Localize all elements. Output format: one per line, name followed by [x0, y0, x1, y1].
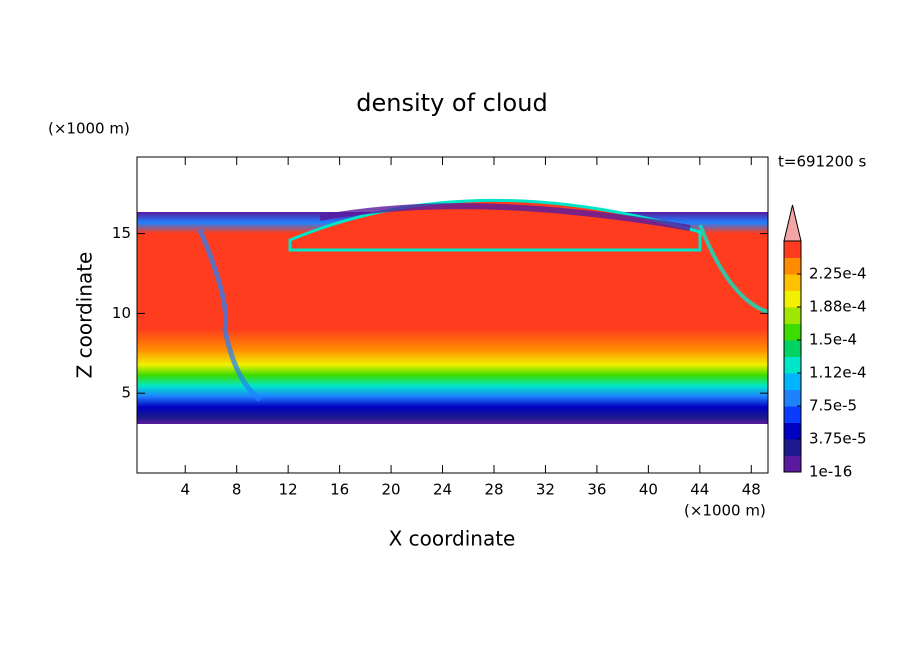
chart-title: density of cloud: [356, 89, 547, 117]
plot-frame: [136, 156, 769, 474]
colorbar-tick-label: 2.25e-4: [809, 265, 867, 283]
colorbar-band: [784, 257, 801, 275]
y-tick-label: 5: [121, 384, 131, 402]
x-tick-label: 28: [484, 481, 503, 499]
colorbar-band: [784, 290, 801, 308]
x-tick-label: 48: [742, 481, 761, 499]
colorbar-band: [784, 323, 801, 341]
field-plume-right: [698, 224, 769, 314]
y-unit: (×1000 m): [48, 120, 130, 138]
x-unit: (×1000 m): [684, 502, 766, 520]
colorbar-band: [784, 406, 801, 423]
time-annotation: t=691200 s: [778, 153, 866, 171]
colorbar-extend: [783, 204, 802, 242]
colorbar-tick-label: 1.12e-4: [809, 364, 867, 382]
x-tick-label: 16: [330, 481, 349, 499]
x-tick-label: 8: [232, 481, 242, 499]
colorbar-band: [784, 307, 801, 324]
y-tick-label: 10: [112, 304, 131, 322]
colorbar-band: [784, 389, 801, 407]
x-tick-label: 40: [639, 481, 658, 499]
colorbar-band: [784, 455, 801, 473]
x-tick-label: 32: [536, 481, 555, 499]
colorbar-band: [784, 241, 801, 258]
colorbar-tick-label: 1.88e-4: [809, 298, 867, 316]
field: [137, 198, 769, 424]
colorbar-tick-label: 7.5e-5: [809, 397, 857, 415]
x-tick-label: 36: [587, 481, 606, 499]
x-tick-label: 20: [382, 481, 401, 499]
x-tick-label: 24: [433, 481, 452, 499]
colorbar-band: [784, 439, 801, 456]
y-axis-label: Z coordinate: [73, 252, 97, 379]
colorbar-band: [784, 356, 801, 374]
colorbar-tick-label: 1.5e-4: [809, 331, 857, 349]
colorbar-band: [784, 340, 801, 357]
x-axis-label: X coordinate: [389, 527, 516, 551]
y-tick-label: 15: [112, 224, 131, 242]
x-tick-label: 12: [279, 481, 298, 499]
colorbar-frame: [783, 240, 802, 473]
field-plume: [197, 229, 262, 402]
colorbar-band: [784, 274, 801, 291]
field-dome-edge: [319, 203, 691, 231]
x-tick-label: 44: [690, 481, 709, 499]
colorbar-tick-label: 3.75e-5: [809, 430, 867, 448]
colorbar-tick-label: 1e-16: [809, 463, 852, 481]
colorbar-band: [784, 422, 801, 440]
x-tick-label: 4: [180, 481, 190, 499]
colorbar-band: [784, 373, 801, 390]
